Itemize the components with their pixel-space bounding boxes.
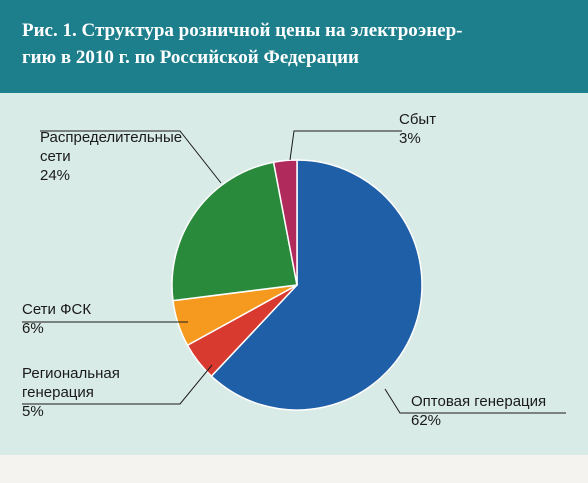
pie-slice-dist <box>171 161 298 302</box>
pie-slices <box>171 159 423 411</box>
slice-label-sbyt-name: Сбыт <box>399 111 437 128</box>
slice-label-reg: Региональная генерация 5% <box>22 364 120 421</box>
slice-label-opt-value: 62% <box>411 412 442 429</box>
slice-label-sbyt-value: 3% <box>399 130 421 147</box>
slice-label-sbyt: Сбыт 3% <box>399 110 436 148</box>
title-bar: Рис. 1. Структура розничной цены на элек… <box>0 0 588 93</box>
pie-slice-opt <box>210 159 423 411</box>
slice-label-opt-name: Оптовая генерация <box>411 393 547 410</box>
leader-line-sbyt <box>289 130 402 161</box>
slice-label-fsk-name: Сети ФСК <box>22 301 92 318</box>
leader-line-dist <box>40 130 222 184</box>
leader-line-reg <box>22 364 213 405</box>
figure-title-line-2: гию в 2010 г. по Российской Федерации <box>22 47 359 68</box>
slice-label-opt: Оптовая генерация 62% <box>411 392 546 430</box>
slice-label-reg-name-2: генерация <box>22 384 94 401</box>
figure-title: Рис. 1. Структура розничной цены на элек… <box>22 17 572 71</box>
slice-label-dist: Распределительные сети 24% <box>40 128 182 185</box>
figure-title-line-1: Рис. 1. Структура розничной цены на элек… <box>22 20 463 41</box>
slice-label-dist-name-2: сети <box>40 148 71 165</box>
pie-slice-sbyt <box>272 159 298 286</box>
slice-label-fsk-value: 6% <box>22 320 44 337</box>
page-bottom-strip <box>0 455 588 483</box>
leader-lines <box>22 130 566 414</box>
slice-label-dist-value: 24% <box>40 167 71 184</box>
leader-line-opt <box>384 388 566 414</box>
slice-label-dist-name-1: Распределительные <box>40 129 183 146</box>
slice-label-fsk: Сети ФСК 6% <box>22 300 91 338</box>
slice-label-reg-value: 5% <box>22 403 44 420</box>
slice-label-reg-name-1: Региональная <box>22 365 120 382</box>
